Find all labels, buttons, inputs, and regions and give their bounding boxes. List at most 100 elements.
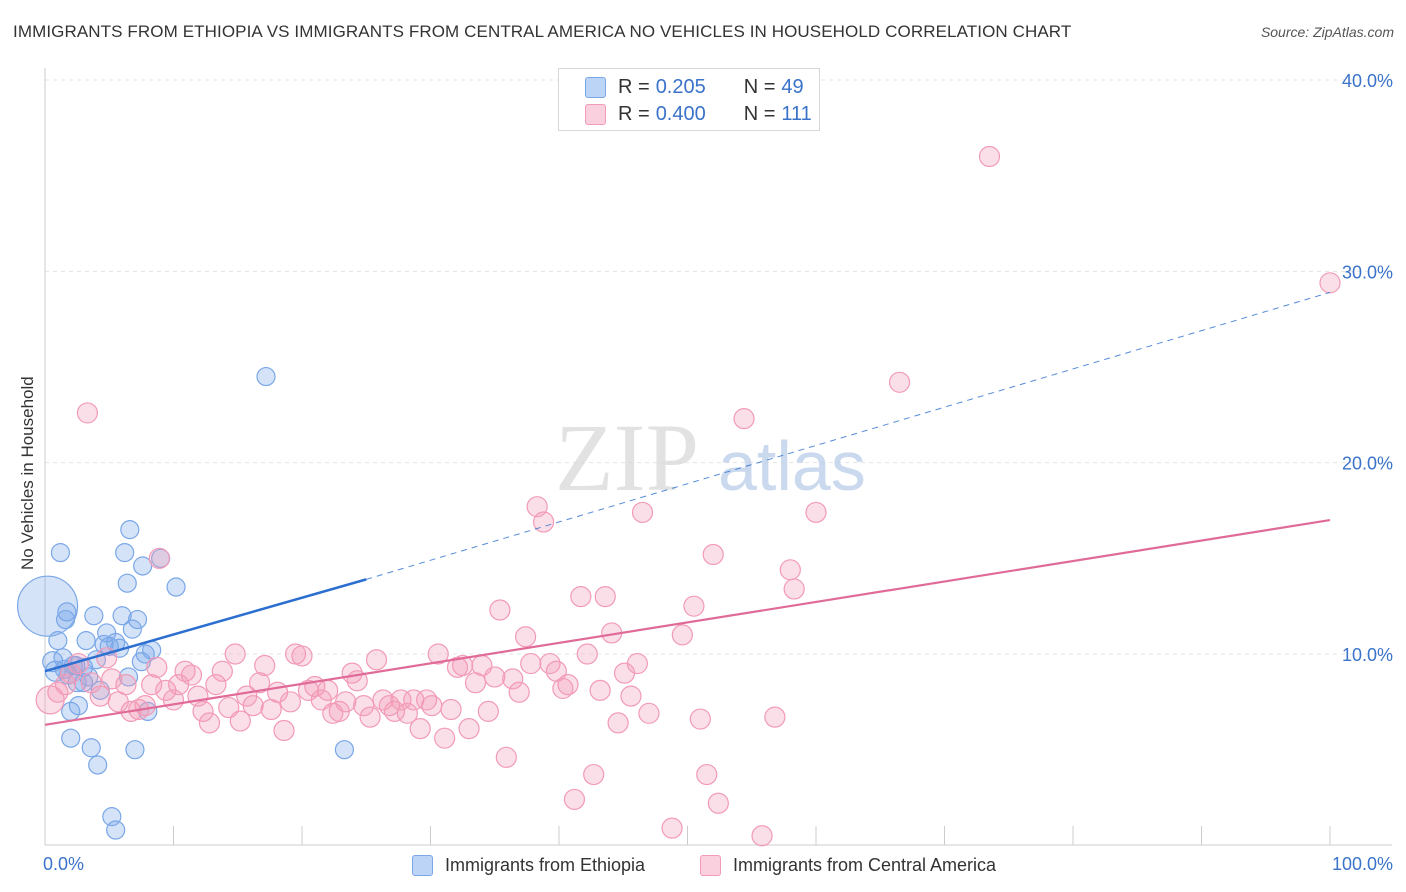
point-s1-101 (696, 763, 718, 786)
watermark-atlas: atlas (718, 427, 866, 505)
point-s1-84 (563, 788, 586, 811)
trend-lines (44, 291, 1331, 726)
point-s1-66 (452, 654, 474, 677)
point-s0-34 (122, 619, 142, 639)
point-s1-89 (594, 585, 616, 608)
legend-r-label: R = (618, 75, 650, 98)
point-s0-33 (120, 520, 140, 540)
point-s0-13 (68, 696, 89, 716)
point-s1-62 (427, 643, 449, 665)
bottom-legend-label-ethiopia: Immigrants from Ethiopia (445, 854, 646, 875)
point-s1-64 (440, 698, 462, 721)
point-s1-38 (279, 691, 302, 713)
trend-ethiopia (44, 578, 367, 673)
point-s0-44 (256, 366, 276, 387)
point-s1-75 (508, 681, 530, 703)
point-s1-95 (631, 501, 654, 524)
point-s1-29 (224, 643, 246, 665)
x-tick-label-max: 100.0% (1332, 854, 1393, 874)
point-s0-17 (81, 738, 101, 758)
point-s0-35 (125, 740, 145, 760)
point-s0-38 (133, 556, 153, 576)
point-s1-2 (54, 674, 77, 696)
point-s1-74 (502, 668, 524, 690)
point-s1-33 (248, 672, 271, 694)
point-s1-72 (489, 599, 511, 621)
point-s0-20 (88, 755, 108, 775)
point-s1-83 (557, 674, 579, 696)
point-s1-50 (353, 695, 375, 717)
point-s1-110 (888, 371, 911, 393)
y-tick-label-3: 30.0% (1342, 262, 1393, 282)
point-s1-52 (365, 649, 388, 671)
point-s1-15 (141, 674, 163, 696)
point-s1-40 (291, 645, 313, 667)
grid-lines (45, 79, 1392, 655)
point-s1-14 (134, 695, 156, 717)
bottom-legend-label-central-america: Immigrants from Central America (733, 854, 997, 875)
point-s0-0 (16, 575, 79, 637)
legend-row-central-america: R = 0.400 N = 111 (585, 102, 812, 126)
point-s0-41 (142, 640, 162, 660)
y-tick-label-2: 20.0% (1342, 454, 1393, 474)
point-s1-99 (683, 595, 705, 617)
point-s1-98 (671, 624, 693, 646)
point-s1-22 (180, 664, 203, 686)
point-s0-31 (117, 573, 137, 593)
point-s1-105 (751, 825, 773, 847)
legend-row-ethiopia: R = 0.205 N = 49 (585, 75, 804, 99)
point-s1-93 (620, 685, 642, 707)
point-s1-103 (707, 792, 729, 814)
point-s0-18 (84, 606, 104, 626)
point-s1-70 (477, 700, 499, 723)
point-s1-11 (115, 674, 137, 696)
point-s1-97 (661, 817, 683, 839)
point-s1-106 (764, 706, 786, 728)
axes (44, 68, 1392, 846)
point-s1-91 (607, 712, 629, 734)
legend-n-label: N = (743, 102, 776, 125)
point-s1-17 (148, 547, 170, 569)
point-s0-6 (55, 609, 76, 630)
chart-title: IMMIGRANTS FROM ETHIOPIA VS IMMIGRANTS F… (13, 22, 1072, 41)
point-s1-59 (409, 718, 431, 740)
point-s1-100 (689, 708, 711, 730)
point-s1-107 (779, 559, 801, 581)
point-s1-21 (174, 660, 196, 682)
point-s1-9 (101, 668, 123, 690)
source-label: Source: ZipAtlas.com (1260, 24, 1394, 40)
point-s0-9 (61, 728, 81, 748)
bottom-legend-central-america: Immigrants from Central America (700, 852, 996, 878)
legend-n-value: 111 (781, 102, 812, 125)
point-s1-25 (198, 712, 221, 734)
tick-labels: 10.0% 20.0% 30.0% 40.0% 0.0% 100.0% (43, 71, 1393, 874)
point-s1-77 (520, 652, 542, 675)
y-tick-label-1: 10.0% (1342, 645, 1393, 665)
point-s1-63 (434, 727, 456, 749)
point-s1-73 (495, 746, 517, 768)
point-s1-76 (514, 626, 537, 648)
trend-central-america (44, 518, 1331, 726)
stats-legend: R = 0.205 N = 49 R = 0.400 N = 111 (558, 68, 820, 131)
y-tick-label-4: 40.0% (1342, 71, 1393, 91)
point-s1-28 (218, 696, 240, 719)
point-s1-51 (359, 706, 381, 728)
point-s1-87 (583, 763, 605, 786)
point-s0-45 (334, 740, 355, 760)
point-s1-104 (733, 408, 755, 430)
point-s1-32 (242, 695, 264, 717)
point-s1-37 (273, 719, 295, 742)
point-s1-34 (254, 654, 276, 677)
data-points (16, 145, 1341, 847)
point-s1-79 (532, 511, 555, 533)
point-s1-30 (229, 710, 251, 732)
legend-r-value: 0.400 (655, 102, 706, 125)
legend-n-label: N = (743, 75, 776, 98)
point-s0-36 (127, 609, 148, 630)
point-s1-61 (421, 695, 443, 717)
bottom-legend-ethiopia: Immigrants from Ethiopia (412, 852, 645, 878)
watermark: ZIP atlas (555, 404, 866, 511)
point-s1-108 (783, 578, 805, 600)
legend-swatch-ethiopia (585, 76, 606, 98)
